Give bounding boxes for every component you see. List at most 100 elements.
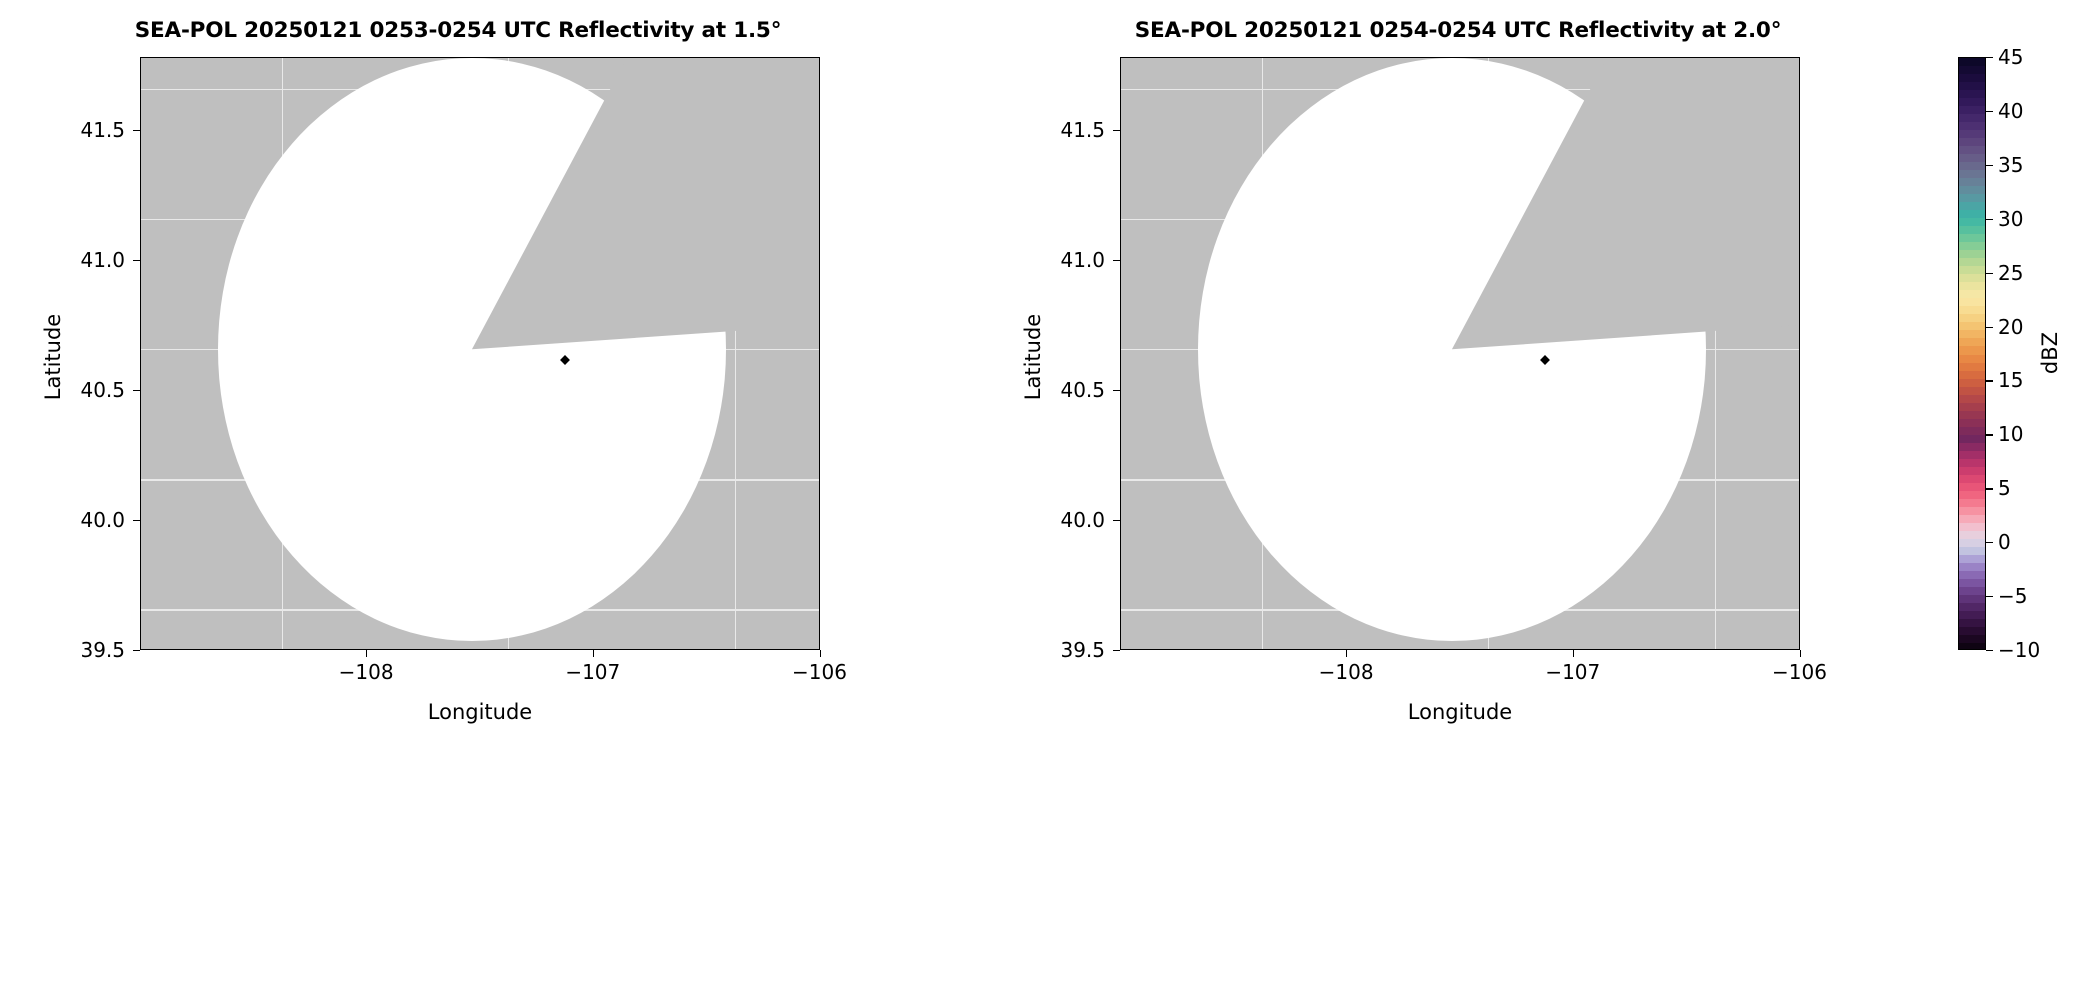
colorbar-band-31 — [1959, 306, 1985, 316]
colorbar-band-8 — [1959, 122, 1985, 131]
colorbar-tick-4 — [1986, 272, 1993, 274]
colorbar-tick-7 — [1986, 434, 1993, 436]
colorbar-band-14 — [1959, 170, 1985, 179]
y-axis-label-right: Latitude — [1021, 313, 1045, 401]
colorbar-band-69 — [1959, 610, 1985, 620]
y-ticklabel-right-1: 40.0 — [1060, 507, 1105, 532]
colorbar-band-40 — [1959, 378, 1985, 388]
x-tick-right-2 — [1799, 650, 1801, 657]
colorbar-band-23 — [1959, 242, 1985, 251]
y-tick-left-2 — [133, 389, 140, 392]
colorbar-band-21 — [1959, 226, 1985, 235]
x-tick-left-2 — [819, 650, 821, 657]
y-tick-left-3 — [133, 259, 140, 261]
colorbar-band-55 — [1959, 498, 1985, 508]
colorbar-band-33 — [1959, 322, 1985, 332]
colorbar-tick-9 — [1986, 542, 1993, 544]
gridline-vertical-2 — [1714, 58, 1717, 649]
colorbar-band-19 — [1959, 210, 1985, 219]
colorbar-band-65 — [1959, 578, 1985, 588]
gridline-vertical-2 — [734, 58, 737, 649]
colorbar-band-42 — [1959, 394, 1985, 404]
y-ticklabel-left-4: 41.5 — [80, 117, 125, 142]
colorbar-ticklabel-10: −5 — [1998, 584, 2028, 609]
colorbar-band-50 — [1959, 458, 1985, 468]
colorbar-band-0 — [1959, 58, 1985, 67]
colorbar-band-59 — [1959, 530, 1985, 540]
colorbar-ticklabel-6: 15 — [1998, 368, 2024, 393]
colorbar-band-20 — [1959, 218, 1985, 227]
colorbar-band-70 — [1959, 618, 1985, 628]
colorbar-band-49 — [1959, 450, 1985, 460]
colorbar-band-38 — [1959, 362, 1985, 372]
y-ticklabel-right-0: 39.5 — [1060, 638, 1105, 662]
colorbar-ticklabel-11: −10 — [1998, 638, 2041, 662]
colorbar-band-61 — [1959, 546, 1985, 556]
x-ticklabel-left-0: −108 — [338, 660, 394, 684]
y-tick-right-4 — [1113, 129, 1120, 131]
colorbar-band-64 — [1959, 570, 1985, 580]
colorbar-band-34 — [1959, 330, 1985, 340]
colorbar-ticklabel-2: 35 — [1998, 152, 2024, 177]
x-ticklabel-right-2: −106 — [1772, 660, 1827, 684]
y-ticklabel-left-0: 39.5 — [80, 638, 125, 662]
colorbar-tick-3 — [1986, 218, 1993, 221]
panel-right-title: SEA-POL 20250121 0254-0254 UTC Reflectiv… — [1134, 18, 1782, 43]
colorbar-band-7 — [1959, 114, 1985, 123]
colorbar-band-12 — [1959, 154, 1985, 163]
colorbar-band-41 — [1959, 386, 1985, 396]
x-axis-label-left: Longitude — [427, 700, 533, 724]
colorbar-band-48 — [1959, 442, 1985, 452]
colorbar-band-71 — [1959, 626, 1985, 636]
colorbar-band-56 — [1959, 506, 1985, 516]
y-axis-label-left: Latitude — [41, 313, 65, 401]
y-ticklabel-right-2: 40.5 — [1060, 377, 1105, 402]
colorbar-ticklabel-9: 0 — [1998, 530, 2011, 555]
colorbar-band-28 — [1959, 282, 1985, 292]
colorbar-band-5 — [1959, 98, 1985, 107]
x-ticklabel-left-1: −107 — [565, 660, 621, 684]
colorbar-band-53 — [1959, 482, 1985, 492]
y-tick-right-3 — [1113, 259, 1120, 261]
colorbar-band-66 — [1959, 586, 1985, 596]
colorbar-ticklabel-5: 20 — [1998, 314, 2024, 339]
y-tick-right-0 — [1113, 650, 1120, 652]
x-tick-left-0 — [366, 650, 368, 657]
x-tick-right-0 — [1346, 650, 1348, 657]
colorbar-band-44 — [1959, 410, 1985, 420]
colorbar-band-10 — [1959, 138, 1985, 147]
x-ticklabel-right-0: −108 — [1318, 660, 1374, 684]
y-ticklabel-right-4: 41.5 — [1060, 117, 1105, 142]
colorbar-band-52 — [1959, 474, 1985, 484]
y-tick-right-1 — [1113, 519, 1120, 522]
colorbar-band-72 — [1959, 634, 1985, 644]
colorbar-band-26 — [1959, 266, 1985, 276]
colorbar-tick-0 — [1986, 57, 1993, 59]
colorbar-band-3 — [1959, 82, 1985, 91]
colorbar-band-51 — [1959, 466, 1985, 476]
x-tick-right-1 — [1572, 650, 1575, 657]
colorbar-ticklabel-1: 40 — [1998, 98, 2024, 123]
colorbar-band-17 — [1959, 194, 1985, 203]
panel-right: SEA-POL 20250121 0254-0254 UTC Reflectiv… — [980, 0, 1980, 990]
x-axis-label-right: Longitude — [1407, 700, 1513, 724]
colorbar-band-9 — [1959, 130, 1985, 139]
colorbar-band-73 — [1959, 642, 1985, 649]
panel-left-axes — [140, 57, 820, 650]
colorbar-band-11 — [1959, 146, 1985, 155]
colorbar-group: dBZ 45 40 35 30 25 20 15 10 5 0 −5 −10 — [1958, 0, 2096, 990]
colorbar-band-16 — [1959, 186, 1985, 195]
colorbar-band-1 — [1959, 66, 1985, 75]
colorbar-band-15 — [1959, 178, 1985, 187]
colorbar-band-43 — [1959, 402, 1985, 412]
y-tick-left-0 — [133, 650, 140, 652]
y-ticklabel-left-3: 41.0 — [80, 247, 125, 272]
x-ticklabel-left-2: −106 — [792, 660, 847, 684]
colorbar-band-63 — [1959, 562, 1985, 572]
colorbar-axis-label: dBZ — [2038, 331, 2062, 375]
colorbar-band-35 — [1959, 338, 1985, 348]
colorbar-band-67 — [1959, 594, 1985, 604]
colorbar-band-47 — [1959, 434, 1985, 444]
panel-right-axes — [1120, 57, 1800, 650]
